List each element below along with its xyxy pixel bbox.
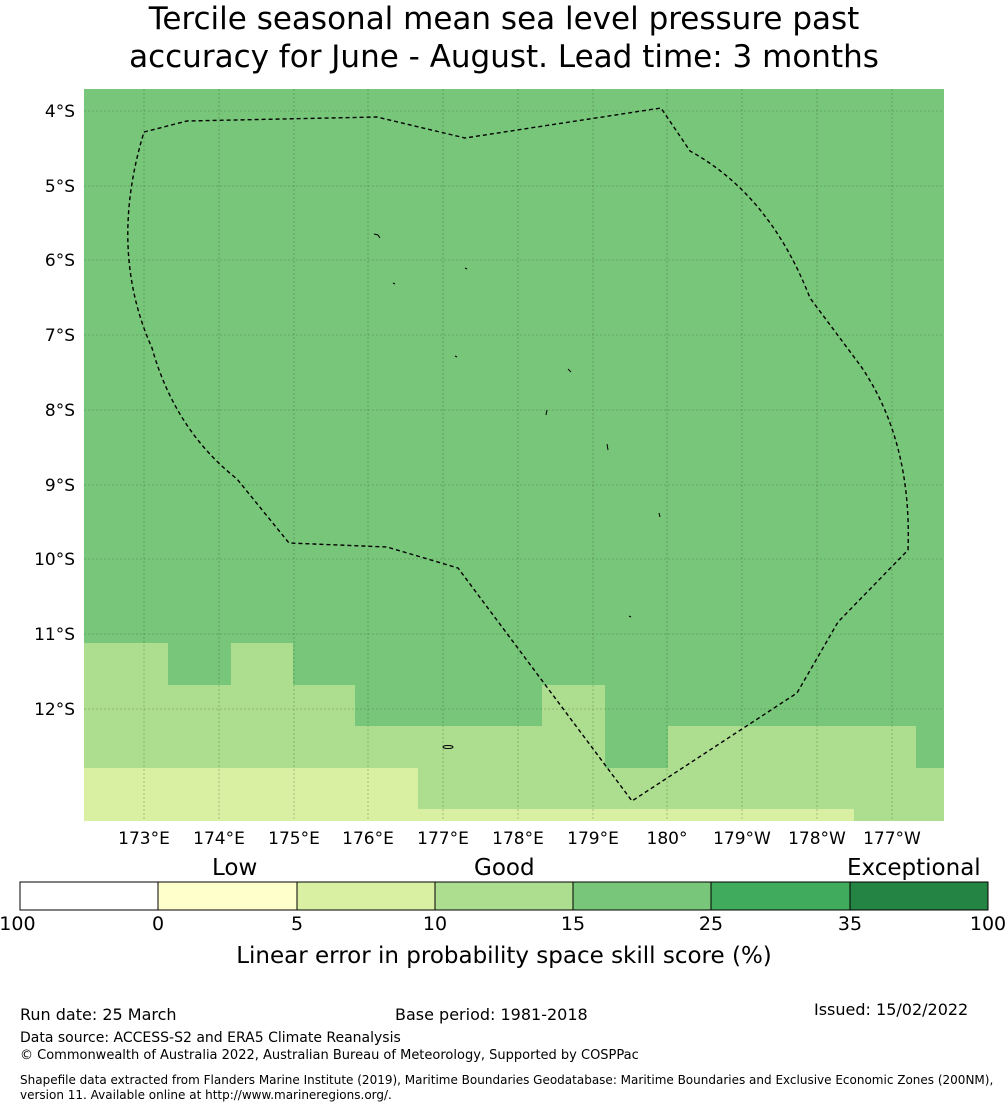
colorbar-tick-35: 35 <box>837 913 863 935</box>
lat-label-7s: 7°S <box>45 326 75 346</box>
shapefile-credit-line-2: version 11. Available online at http://w… <box>20 1088 392 1102</box>
lat-label-5s: 5°S <box>45 177 75 197</box>
colorbar <box>19 881 989 911</box>
colorbar-tick-100: 100 <box>969 913 1007 935</box>
colorbar-segment-25-35 <box>711 882 850 910</box>
colorbar-segment-0-5 <box>158 882 297 910</box>
map-title: Tercile seasonal mean sea level pressure… <box>0 0 1008 76</box>
lon-label-178w: 178°W <box>788 829 846 849</box>
lon-label-180: 180° <box>647 829 688 849</box>
eez-boundary <box>127 107 909 802</box>
colorbar-segment-neg100-0 <box>20 882 158 910</box>
lat-label-4s: 4°S <box>45 102 75 122</box>
lat-label-6s: 6°S <box>45 251 75 271</box>
title-line-1: Tercile seasonal mean sea level pressure… <box>148 1 860 37</box>
lon-label-178e: 178°E <box>492 829 544 849</box>
colorbar-segment-10-15 <box>435 882 573 910</box>
colorbar-tick-5: 5 <box>290 913 304 935</box>
lon-label-176e: 176°E <box>342 829 394 849</box>
data-source: Data source: ACCESS-S2 and ERA5 Climate … <box>20 1030 401 1046</box>
lon-label-177e: 177°E <box>417 829 469 849</box>
colorbar-category-exceptional: Exceptional <box>847 855 981 881</box>
skill-region-5-10 <box>84 768 854 821</box>
lat-label-11s: 11°S <box>34 625 75 645</box>
colorbar-tick-neg100: -100 <box>0 913 36 935</box>
colorbar-segment-5-10 <box>297 882 435 910</box>
gridlines <box>84 89 944 821</box>
colorbar-tick-10: 10 <box>422 913 448 935</box>
colorbar-tick-0: 0 <box>151 913 165 935</box>
colorbar-tick-15: 15 <box>560 913 586 935</box>
copyright: © Commonwealth of Australia 2022, Austra… <box>20 1048 639 1063</box>
lon-label-174e: 174°E <box>193 829 245 849</box>
colorbar-category-low: Low <box>212 855 258 881</box>
issued-date: Issued: 15/02/2022 <box>814 1000 969 1019</box>
colorbar-segment-35-100 <box>850 882 988 910</box>
lat-label-9s: 9°S <box>45 476 75 496</box>
colorbar-segment-15-25 <box>573 882 711 910</box>
colorbar-label: Linear error in probability space skill … <box>236 943 772 969</box>
run-date: Run date: 25 March <box>20 1005 177 1024</box>
colorbar-category-good: Good <box>474 855 535 881</box>
shapefile-credit-line-1: Shapefile data extracted from Flanders M… <box>20 1073 994 1087</box>
skill-map: 4°S 5°S 6°S 7°S 8°S 9°S 10°S 11°S 12°S 1… <box>34 89 944 849</box>
lon-label-175e: 175°E <box>268 829 320 849</box>
islands <box>373 233 661 749</box>
lat-label-10s: 10°S <box>34 550 75 570</box>
lon-label-177w: 177°W <box>863 829 921 849</box>
title-line-2: accuracy for June - August. Lead time: 3… <box>129 39 879 75</box>
lon-label-173e: 173°E <box>118 829 170 849</box>
colorbar-tick-25: 25 <box>698 913 724 935</box>
lon-label-179w: 179°W <box>713 829 771 849</box>
lat-label-12s: 12°S <box>34 700 75 720</box>
shapefile-credit: Shapefile data extracted from Flanders M… <box>20 1073 1000 1103</box>
base-period: Base period: 1981-2018 <box>395 1005 588 1024</box>
lon-label-179e: 179°E <box>567 829 619 849</box>
lat-label-8s: 8°S <box>45 401 75 421</box>
